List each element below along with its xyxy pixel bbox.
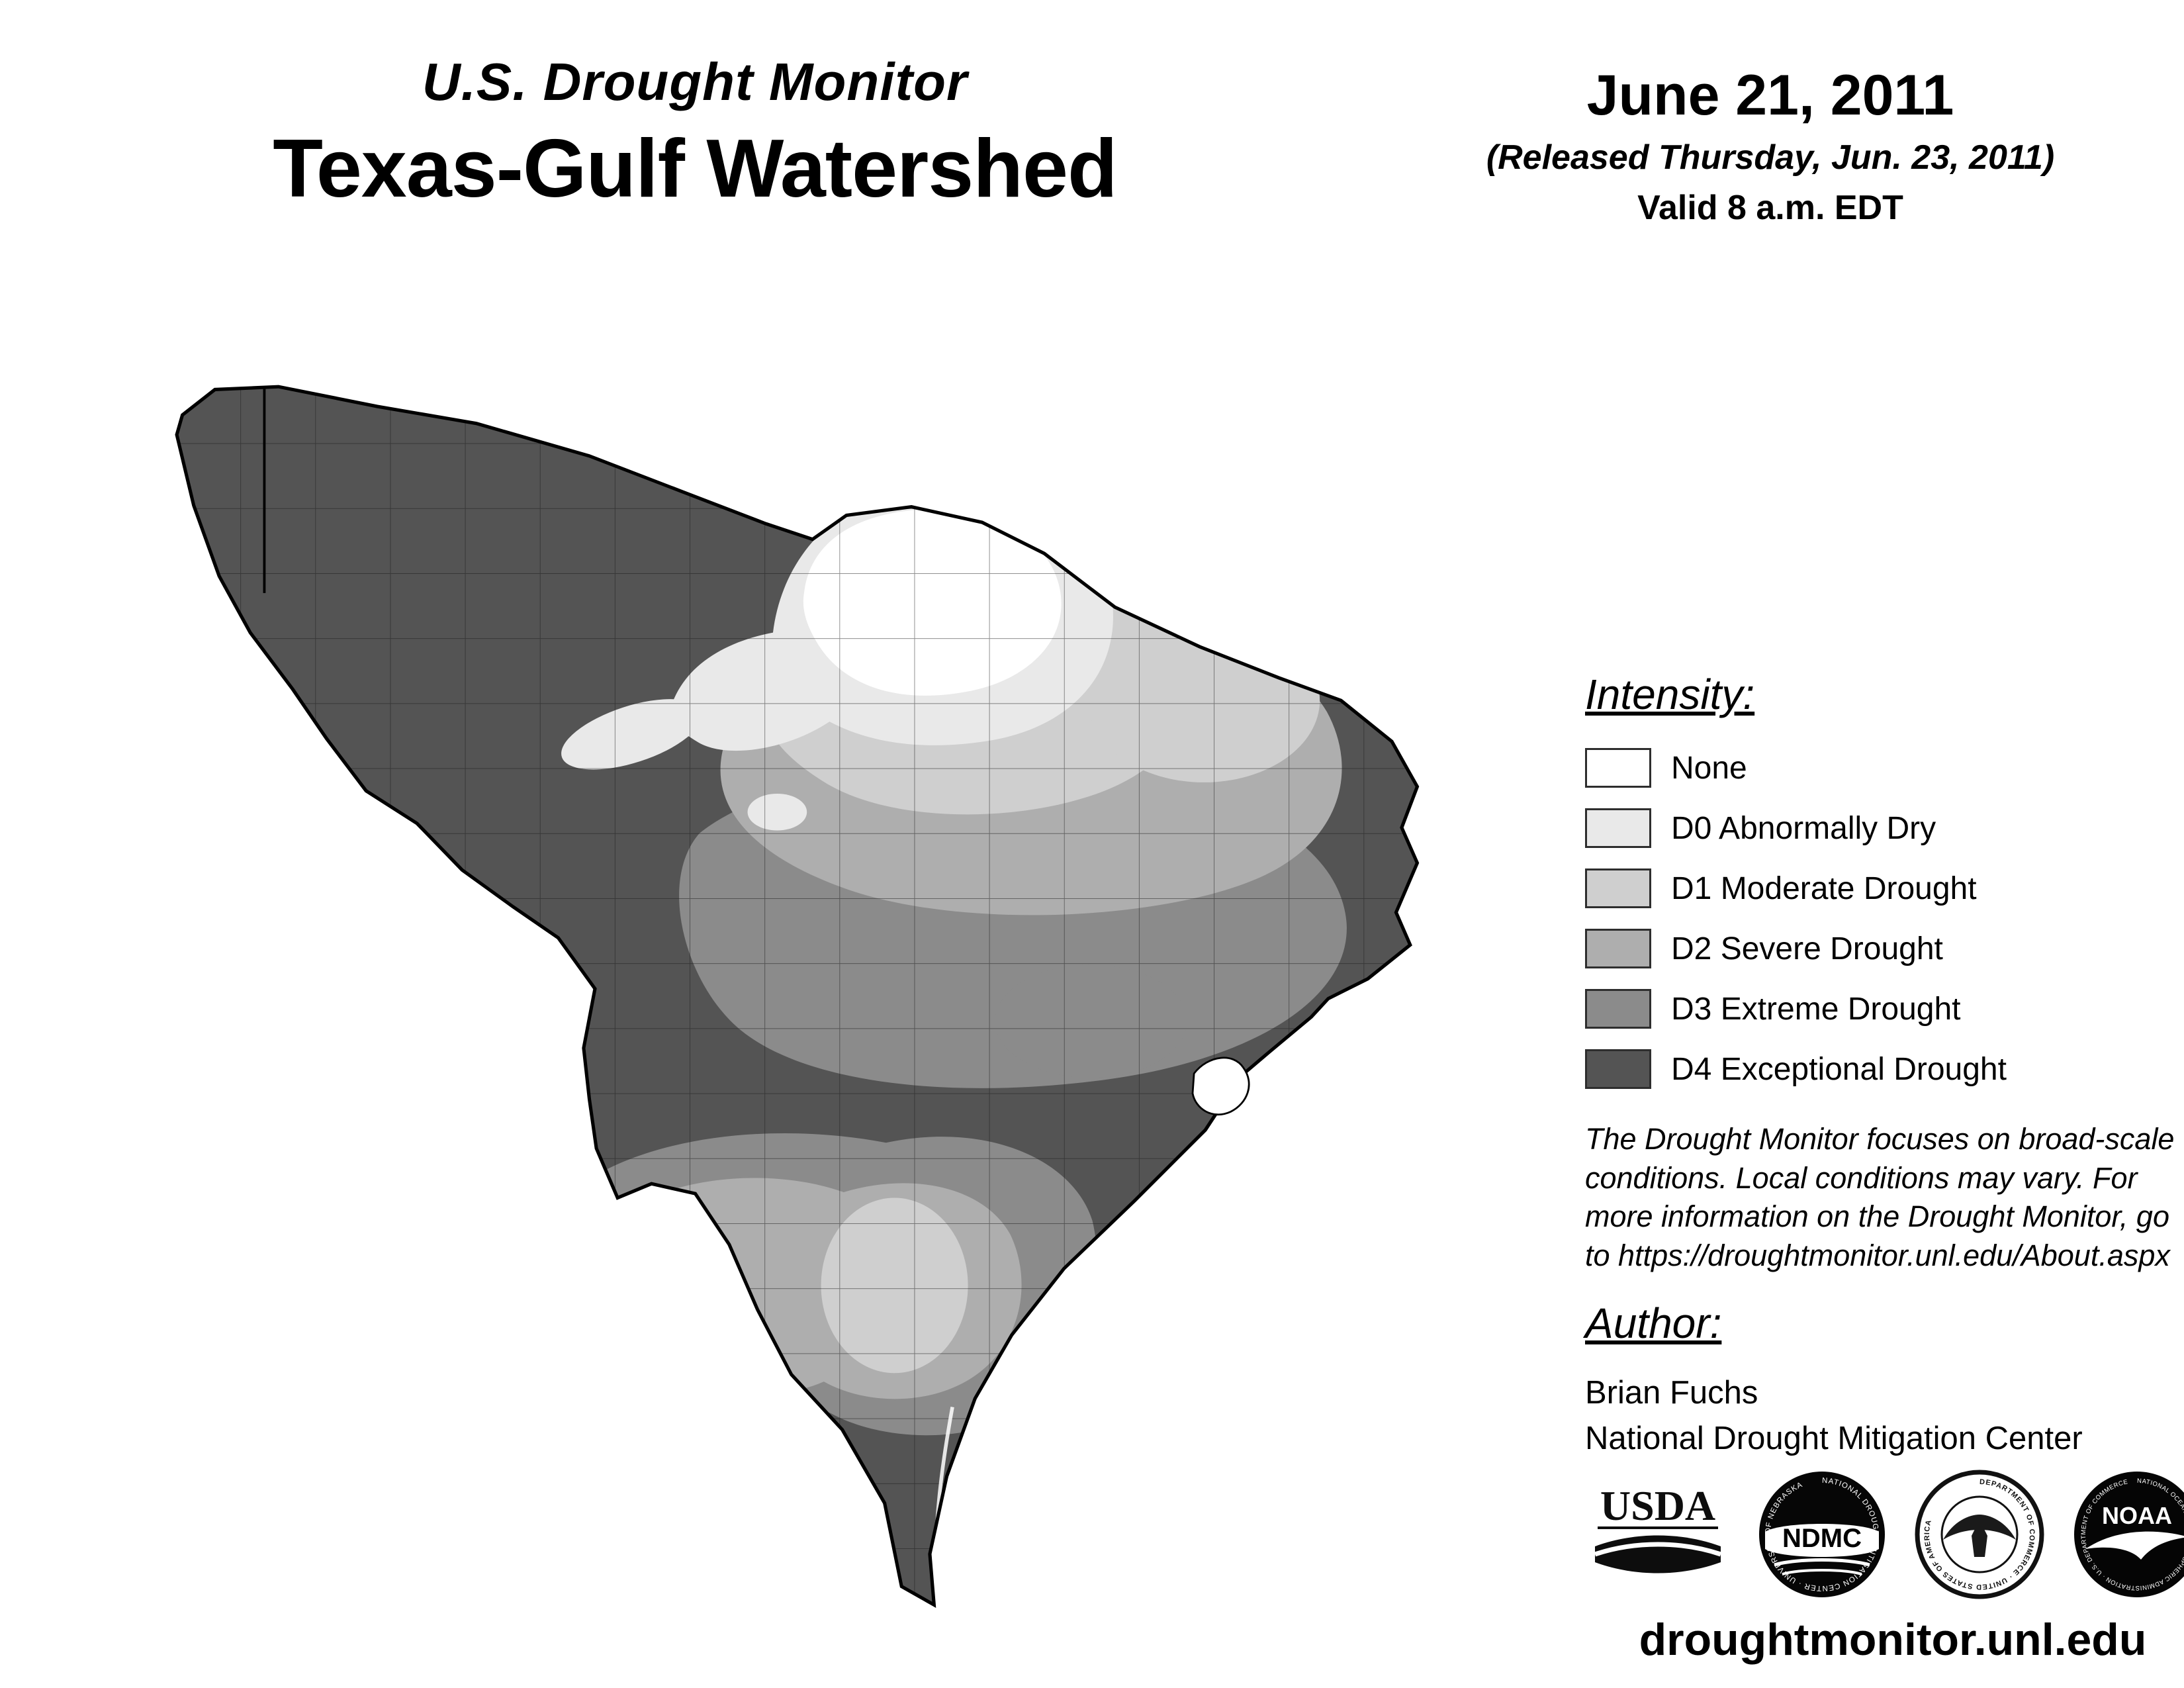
legend-swatch-d2 (1585, 929, 1651, 968)
legend-label-d0: D0 Abnormally Dry (1671, 810, 1936, 846)
commerce-seal-icon: DEPARTMENT OF COMMERCE · UNITED STATES O… (1915, 1470, 2044, 1599)
footer-url: droughtmonitor.unl.edu (1639, 1615, 2147, 1665)
watershed-outline (175, 385, 1420, 1608)
noaa-bird (2085, 1531, 2184, 1560)
intensity-legend: Intensity: None D0 Abnormally Dry D1 Mod… (1585, 670, 2007, 1109)
usda-swoosh (1595, 1535, 1721, 1573)
usda-underline (1598, 1526, 1718, 1529)
legend-item-d1: D1 Moderate Drought (1585, 868, 2007, 908)
logo-row: USDA NATIONAL DROUGHT MITIGATION CENTER … (1588, 1468, 2184, 1601)
ndmc-logo: NATIONAL DROUGHT MITIGATION CENTER · UNI… (1756, 1468, 1888, 1601)
title-block: U.S. Drought Monitor Texas-Gulf Watershe… (132, 52, 1257, 216)
legend-item-d0: D0 Abnormally Dry (1585, 808, 2007, 848)
legend-label-d4: D4 Exceptional Drought (1671, 1051, 2007, 1087)
legend-swatch-none (1585, 748, 1651, 788)
author-block: Author: Brian Fuchs National Drought Mit… (1585, 1299, 2083, 1461)
watershed-map-svg (175, 385, 1420, 1608)
map-date: June 21, 2011 (1586, 64, 1954, 127)
watershed-map (165, 377, 1423, 1609)
ndmc-band (1765, 1524, 1879, 1557)
legend-item-d2: D2 Severe Drought (1585, 929, 2007, 968)
legend-label-d2: D2 Severe Drought (1671, 931, 1943, 966)
noaa-logo-icon: NATIONAL OCEANIC AND ATMOSPHERIC ADMINIS… (2074, 1472, 2184, 1597)
commerce-eagle-body (1972, 1520, 1987, 1557)
legend-swatch-d4 (1585, 1049, 1651, 1089)
county-grid (177, 387, 1418, 1605)
legend-item-d3: D3 Extreme Drought (1585, 989, 2007, 1029)
ndmc-wave-2 (1782, 1569, 1862, 1575)
program-title: U.S. Drought Monitor (422, 52, 968, 111)
author-organization: National Drought Mitigation Center (1585, 1420, 2083, 1456)
valid-time: Valid 8 a.m. EDT (1637, 189, 1903, 227)
legend-item-d4: D4 Exceptional Drought (1585, 1049, 2007, 1089)
legend-swatch-d3 (1585, 989, 1651, 1029)
ndmc-wordmark: NDMC (1782, 1524, 1862, 1553)
region-title: Texas-Gulf Watershed (273, 123, 1117, 214)
legend-label-d3: D3 Extreme Drought (1671, 991, 1961, 1027)
usda-swoosh-highlight (1594, 1542, 1722, 1557)
bay-notch (1191, 1056, 1250, 1115)
commerce-seal-logo: DEPARTMENT OF COMMERCE · UNITED STATES O… (1913, 1468, 2046, 1601)
legend-label-d1: D1 Moderate Drought (1671, 870, 1977, 906)
legend-title: Intensity: (1585, 671, 1755, 718)
ndmc-logo-icon: NATIONAL DROUGHT MITIGATION CENTER · UNI… (1759, 1472, 1885, 1597)
usda-logo-icon: USDA (1594, 1482, 1722, 1573)
map-region-d1-southwest (612, 1201, 697, 1250)
disclaimer-text: The Drought Monitor focuses on broad-sca… (1585, 1122, 2175, 1272)
date-block: June 21, 2011 (Released Thursday, Jun. 2… (1423, 63, 2118, 228)
usda-logo: USDA (1588, 1468, 1731, 1601)
noaa-wordmark: NOAA (2102, 1502, 2172, 1529)
ndmc-wave-1 (1774, 1558, 1870, 1567)
legend-swatch-d1 (1585, 868, 1651, 908)
release-date: (Released Thursday, Jun. 23, 2011) (1486, 138, 2055, 177)
usda-wordmark: USDA (1600, 1482, 1715, 1529)
noaa-logo: NATIONAL OCEANIC AND ATMOSPHERIC ADMINIS… (2071, 1468, 2184, 1601)
legend-swatch-d0 (1585, 808, 1651, 848)
legend-item-none: None (1585, 748, 2007, 788)
legend-label-none: None (1671, 750, 1747, 786)
author-name: Brian Fuchs (1585, 1375, 1758, 1411)
author-title: Author: (1585, 1299, 1722, 1347)
